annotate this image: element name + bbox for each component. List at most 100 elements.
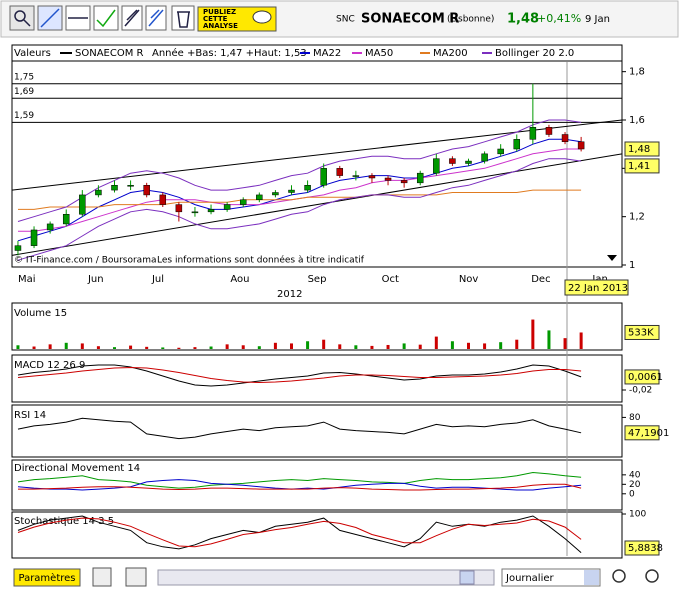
x-tick-label: Nov [459, 274, 479, 285]
save-button[interactable] [92, 567, 112, 587]
y-tick-label: 40 [629, 470, 641, 480]
ad-text: CETTE [203, 15, 228, 23]
value-box [624, 158, 660, 174]
candle-body [288, 189, 295, 193]
volume-bar [32, 346, 36, 349]
trend-line [11, 119, 623, 191]
candle-body [449, 158, 456, 164]
cursor-date-box [564, 279, 629, 296]
volume-frame [11, 302, 623, 351]
volume-bar [209, 346, 213, 349]
settings-label: Paramètres [18, 572, 75, 584]
candle-body [30, 229, 38, 246]
volume-bar [177, 347, 181, 349]
candle-body [191, 211, 199, 214]
panel-title: MACD 12 26 9 [14, 360, 85, 371]
y-tick-label: 20 [629, 480, 641, 490]
rsi-frame [11, 404, 623, 458]
candle-body [545, 127, 553, 135]
change: +0,41% [537, 12, 581, 25]
icon [148, 9, 164, 27]
overlay-line [17, 119, 582, 222]
candle-body [223, 204, 231, 210]
scroll-arrow[interactable] [607, 255, 617, 261]
y-tick-label: 100 [629, 510, 646, 520]
panel-title: Stochastique 14 3 5 [14, 516, 114, 527]
y-tick-label: 1 [629, 260, 635, 271]
legend-title: Valeurs [14, 48, 51, 59]
candle-body [416, 172, 424, 184]
candle-body [111, 185, 118, 191]
x-tick-label: Mai [18, 274, 36, 285]
volume-bar [563, 338, 567, 349]
candle-body [127, 185, 134, 187]
zoom-tool[interactable] [9, 5, 35, 31]
volume-bar [16, 345, 20, 349]
volume-bar [354, 345, 358, 349]
tool-icons [14, 8, 190, 28]
candle-body [497, 148, 504, 155]
legend-label: MA22 [313, 48, 341, 59]
volume-bar [338, 344, 342, 349]
volume-bar [96, 346, 100, 349]
value-box [624, 324, 660, 340]
stoch-frame [11, 511, 623, 559]
volume-bar [386, 344, 390, 349]
y-tick-label: 1,8 [629, 67, 645, 78]
x-tick-label: Sep [308, 274, 327, 285]
zoom-in[interactable] [645, 569, 659, 583]
volume-bar [48, 344, 52, 349]
icon [14, 10, 26, 22]
candle-body [465, 160, 472, 164]
volume-bar [257, 346, 261, 349]
trend-line [11, 153, 623, 256]
volume-bar [531, 319, 535, 349]
volume-bar [450, 341, 454, 349]
cursor-date: 22 Jan 2013 [568, 283, 628, 294]
scroll-thumb[interactable] [459, 570, 475, 585]
value-box [624, 369, 660, 385]
volume-bar [289, 343, 293, 349]
volume-bar [466, 342, 470, 349]
value-box-label: 47,1901 [628, 428, 669, 439]
icon [124, 9, 140, 27]
x-tick-label: Dec [531, 274, 550, 285]
quote-date: 9 Jan [585, 14, 610, 25]
candle-body [256, 194, 263, 201]
candle-body [239, 199, 247, 205]
value-box-label: 0,0061 [628, 372, 663, 383]
candle-body [561, 134, 569, 142]
legend-label: MA200 [433, 48, 468, 59]
candle-body [46, 223, 54, 231]
print-button[interactable] [125, 567, 147, 587]
settings-button[interactable] [13, 568, 81, 587]
overlay-line [17, 158, 582, 261]
disclaimer-text: Les informations sont données à titre in… [157, 255, 365, 266]
panel-frames [11, 44, 623, 559]
market: (Lisbonne) [447, 15, 494, 25]
candle-body [320, 168, 327, 186]
candle-body [481, 153, 488, 162]
source-text: © IT-Finance.com / Boursorama [14, 256, 156, 266]
candle-body [529, 127, 537, 140]
y-tick-label: 1,2 [629, 212, 645, 223]
icon [40, 8, 60, 28]
zoom-out[interactable] [612, 569, 626, 583]
period-select[interactable] [501, 568, 601, 587]
indicator-line [17, 366, 582, 384]
level-label: 1,75 [14, 72, 34, 82]
check-tool[interactable] [93, 5, 119, 31]
volume-bar [161, 347, 165, 349]
level-label: 1,59 [14, 111, 34, 121]
volume-bar [193, 347, 197, 349]
indicator-line [17, 517, 582, 548]
y-tick-label: 1,6 [629, 115, 645, 126]
volume-bar [129, 345, 133, 349]
volume-bar [306, 341, 310, 349]
value-box-label: 1,41 [628, 161, 650, 172]
candle-body [62, 214, 70, 225]
scrollbar[interactable] [157, 569, 495, 586]
volume-bar [145, 346, 149, 349]
